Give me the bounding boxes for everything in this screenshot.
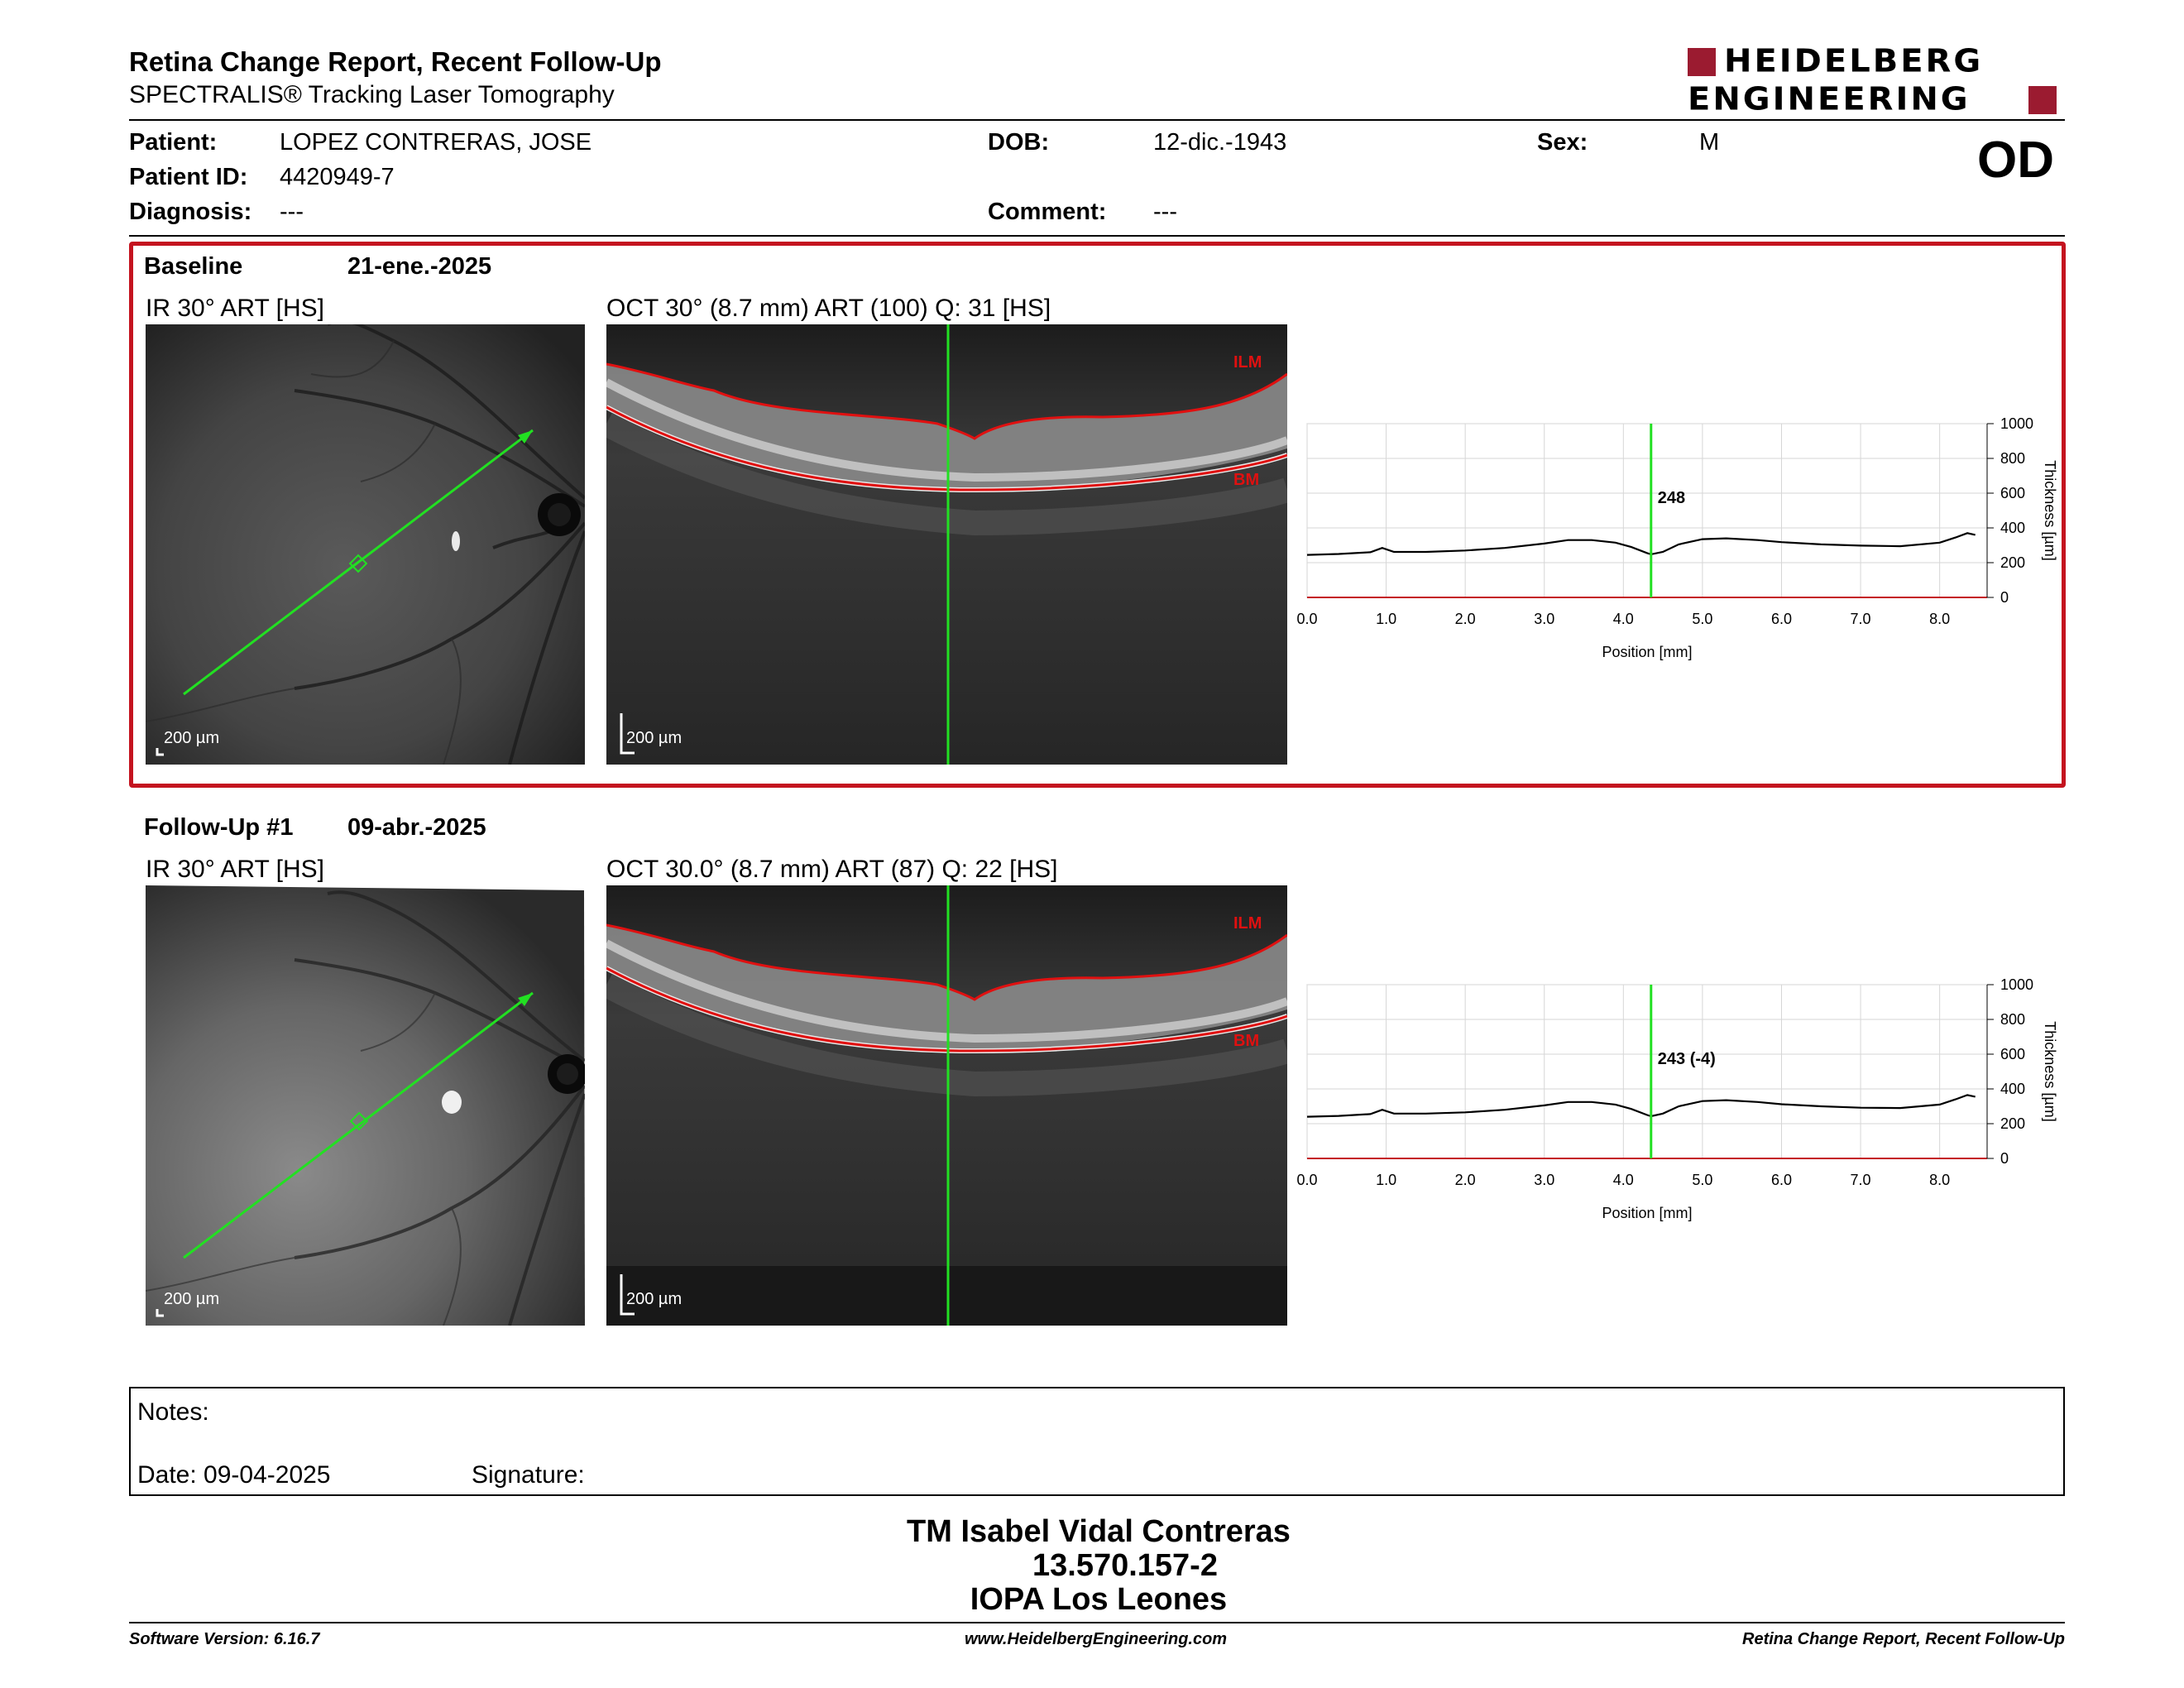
followup-ir-fundus-image[interactable]: 200 µm bbox=[146, 885, 585, 1326]
baseline-selected-frame[interactable] bbox=[129, 242, 2066, 788]
marker-value-label: 248 bbox=[1658, 489, 1685, 507]
report-subtitle: SPECTRALIS® Tracking Laser Tomography bbox=[129, 81, 615, 108]
comment-label: Comment: bbox=[988, 199, 1107, 225]
x-tick-label: 5.0 bbox=[1692, 1172, 1712, 1188]
thickness-series-line bbox=[1306, 1094, 1976, 1118]
diagnosis-label: Diagnosis: bbox=[129, 199, 252, 225]
patient-id: 4420949-7 bbox=[280, 164, 395, 190]
y-tick-label: 800 bbox=[2000, 450, 2025, 467]
plot-area bbox=[1306, 423, 1988, 598]
y-tick-label: 800 bbox=[2000, 1011, 2025, 1028]
signature-label: Signature: bbox=[472, 1461, 585, 1489]
x-tick-label: 2.0 bbox=[1455, 611, 1476, 627]
x-tick-label: 7.0 bbox=[1851, 1172, 1871, 1188]
sex-label: Sex: bbox=[1537, 129, 1588, 156]
followup-oct-scale: 200 µm bbox=[626, 1290, 682, 1308]
patient-name: LOPEZ CONTRERAS, JOSE bbox=[280, 129, 592, 156]
footer-report-name: Retina Change Report, Recent Follow-Up bbox=[1742, 1630, 2066, 1648]
y-axis-label: Thickness [µm] bbox=[2042, 1021, 2058, 1121]
x-tick-label: 7.0 bbox=[1851, 611, 1871, 627]
x-tick-label: 0.0 bbox=[1296, 611, 1317, 627]
footer-software-version: Software Version: 6.16.7 bbox=[129, 1630, 320, 1648]
y-tick-label: 1000 bbox=[2000, 976, 2033, 993]
y-tick-label: 400 bbox=[2000, 520, 2025, 536]
followup-bm-label: BM bbox=[1233, 1032, 1259, 1050]
y-tick-label: 1000 bbox=[2000, 415, 2033, 432]
signer-institution: IOPA Los Leones bbox=[970, 1582, 1228, 1617]
x-tick-label: 3.0 bbox=[1534, 611, 1554, 627]
marker-value-label: 243 (-4) bbox=[1658, 1050, 1716, 1068]
y-axis-label: Thickness [µm] bbox=[2042, 460, 2058, 560]
baseline-ir-fundus-image[interactable]: 200 µm bbox=[146, 324, 585, 765]
plot-area bbox=[1306, 984, 1988, 1159]
footer-website[interactable]: www.HeidelbergEngineering.com bbox=[965, 1630, 1228, 1648]
thickness-series-line bbox=[1306, 532, 1976, 556]
x-tick-label: 8.0 bbox=[1929, 611, 1950, 627]
baseline-ilm-label: ILM bbox=[1233, 353, 1262, 372]
y-tick-label: 200 bbox=[2000, 554, 2025, 571]
followup-ilm-label: ILM bbox=[1233, 914, 1262, 933]
followup-ir-scale: 200 µm bbox=[164, 1290, 219, 1308]
baseline-label: Baseline bbox=[144, 253, 243, 280]
baseline-ir-label: IR 30° ART [HS] bbox=[146, 295, 324, 322]
baseline-oct-bscan-image[interactable]: ILM BM 200 µm bbox=[606, 324, 1287, 765]
logo-mark-top bbox=[1688, 48, 1716, 76]
dob-value: 12-dic.-1943 bbox=[1153, 129, 1287, 156]
patient-label: Patient: bbox=[129, 129, 218, 156]
x-axis-label: Position [mm] bbox=[1602, 1205, 1692, 1221]
x-tick-label: 5.0 bbox=[1692, 611, 1712, 627]
baseline-oct-label: OCT 30° (8.7 mm) ART (100) Q: 31 [HS] bbox=[606, 295, 1051, 322]
comment-value: --- bbox=[1153, 199, 1177, 225]
y-tick-label: 600 bbox=[2000, 485, 2025, 501]
y-tick-label: 200 bbox=[2000, 1115, 2025, 1132]
notes-label: Notes: bbox=[137, 1398, 209, 1426]
notes-date: Date: 09-04-2025 bbox=[137, 1461, 331, 1489]
baseline-bm-label: BM bbox=[1233, 471, 1259, 489]
x-tick-label: 0.0 bbox=[1296, 1172, 1317, 1188]
y-tick-label: 0 bbox=[2000, 1150, 2009, 1167]
followup-thickness-chart[interactable]: 0.0 1.0 2.0 3.0 4.0 5.0 6.0 7.0 8.0 0 200 400 600 800… bbox=[1291, 966, 2085, 1240]
x-tick-label: 4.0 bbox=[1613, 1172, 1634, 1188]
y-tick-label: 400 bbox=[2000, 1081, 2025, 1097]
dob-label: DOB: bbox=[988, 129, 1050, 156]
patient-id-label: Patient ID: bbox=[129, 164, 248, 190]
x-tick-label: 6.0 bbox=[1771, 611, 1792, 627]
baseline-thickness-chart[interactable]: 0.0 1.0 2.0 3.0 4.0 5.0 6.0 7.0 8.0 0 200 400 600 800… bbox=[1291, 405, 2085, 679]
x-tick-label: 3.0 bbox=[1534, 1172, 1554, 1188]
report-title: Retina Change Report, Recent Follow-Up bbox=[129, 46, 662, 77]
footer-divider bbox=[129, 1622, 2065, 1623]
x-tick-label: 6.0 bbox=[1771, 1172, 1792, 1188]
followup-oct-label: OCT 30.0° (8.7 mm) ART (87) Q: 22 [HS] bbox=[606, 856, 1058, 883]
logo-text-line1: HEIDELBERG bbox=[1724, 43, 1984, 79]
diagnosis-value: --- bbox=[280, 199, 304, 225]
baseline-oct-scale: 200 µm bbox=[626, 729, 682, 747]
baseline-ir-scale: 200 µm bbox=[164, 729, 219, 747]
x-tick-label: 1.0 bbox=[1376, 611, 1396, 627]
followup-label: Follow-Up #1 bbox=[144, 814, 294, 841]
x-tick-label: 2.0 bbox=[1455, 1172, 1476, 1188]
baseline-date: 21-ene.-2025 bbox=[347, 253, 492, 280]
x-tick-label: 8.0 bbox=[1929, 1172, 1950, 1188]
x-tick-label: 4.0 bbox=[1613, 611, 1634, 627]
logo-mark-bottom bbox=[2028, 86, 2057, 114]
followup-date: 09-abr.-2025 bbox=[347, 814, 486, 841]
sex-value: M bbox=[1699, 129, 1720, 156]
notes-box[interactable]: Notes: Date: 09-04-2025 Signature: bbox=[129, 1387, 2065, 1496]
y-tick-label: 600 bbox=[2000, 1046, 2025, 1062]
x-tick-label: 1.0 bbox=[1376, 1172, 1396, 1188]
signer-name: TM Isabel Vidal Contreras bbox=[907, 1514, 1291, 1549]
followup-oct-bscan-image[interactable]: ILM BM 200 µm bbox=[606, 885, 1287, 1326]
heidelberg-logo: HEIDELBERG ENGINEERING bbox=[1688, 45, 2068, 119]
y-tick-label: 0 bbox=[2000, 589, 2009, 606]
signer-id: 13.570.157-2 bbox=[1032, 1548, 1218, 1583]
followup-ir-label: IR 30° ART [HS] bbox=[146, 856, 324, 883]
eye-indicator: OD bbox=[1977, 132, 2054, 189]
x-axis-label: Position [mm] bbox=[1602, 644, 1692, 660]
logo-text-line2: ENGINEERING bbox=[1688, 81, 1971, 117]
header-divider bbox=[129, 119, 2065, 121]
patient-divider bbox=[129, 235, 2065, 237]
